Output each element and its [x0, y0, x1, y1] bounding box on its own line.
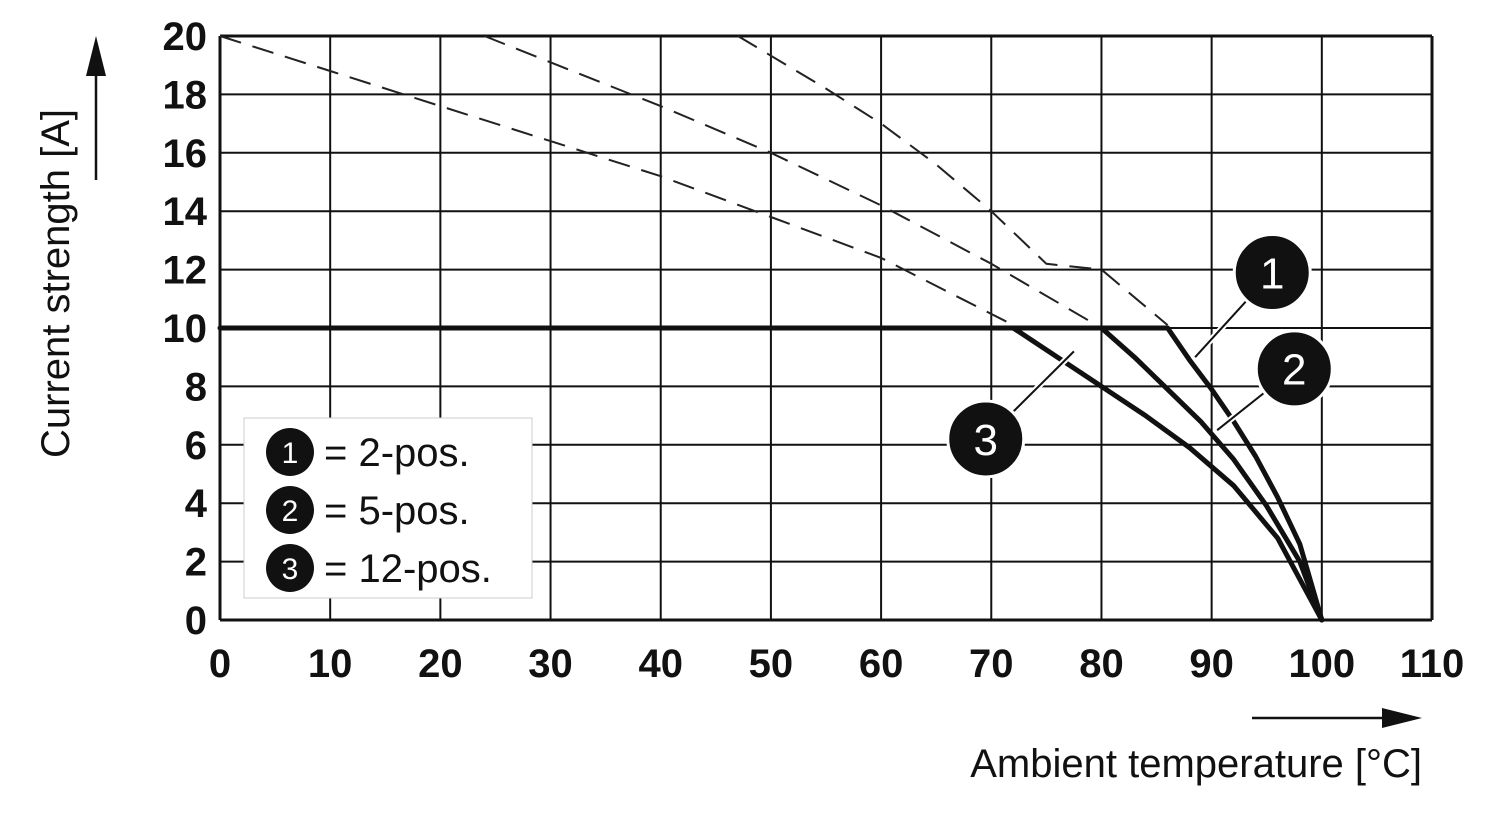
- y-tick-label: 0: [185, 599, 207, 643]
- x-tick-label: 10: [308, 642, 353, 686]
- callout-badge-1-circle: [1232, 233, 1312, 313]
- x-tick-label: 70: [969, 642, 1014, 686]
- legend-badge-3-circle: [266, 544, 314, 592]
- legend-badge-1-number: 1: [282, 437, 299, 470]
- legend-badge-1-circle: [266, 428, 314, 476]
- y-tick-label: 18: [163, 73, 208, 117]
- legend-badge-1: 1: [266, 428, 314, 476]
- y-axis-label: Current strength [A]: [34, 109, 78, 458]
- callout-badge-3-circle: [946, 399, 1026, 479]
- x-tick-label: 110: [1400, 642, 1465, 686]
- y-tick-label: 10: [163, 307, 208, 351]
- legend-badge-2-number: 2: [282, 495, 299, 528]
- y-tick-label: 20: [163, 15, 208, 59]
- legend-label-3: = 12-pos.: [324, 547, 492, 591]
- callout-badge-2-circle: [1254, 329, 1334, 409]
- legend-label-1: = 2-pos.: [324, 431, 470, 475]
- y-tick-label: 8: [185, 365, 207, 409]
- y-tick-label: 14: [163, 190, 208, 234]
- x-tick-label: 60: [859, 642, 904, 686]
- y-axis-arrowhead: [86, 36, 106, 76]
- x-tick-label: 20: [418, 642, 463, 686]
- x-tick-label: 40: [638, 642, 683, 686]
- legend: 1 = 2-pos. 2 = 5-pos. 3 = 12-pos.: [243, 417, 533, 599]
- legend-label-2: = 5-pos.: [324, 489, 470, 533]
- x-tick-label: 100: [1288, 642, 1355, 686]
- legend-badge-3-number: 3: [282, 553, 299, 586]
- x-axis-label: Ambient temperature [°C]: [970, 742, 1422, 786]
- x-tick-label: 90: [1189, 642, 1234, 686]
- legend-badge-3: 3: [266, 544, 314, 592]
- callout-badge-3: 3: [946, 399, 1026, 479]
- y-tick-labels: 0 2 4 6 8 10 12 14 16 18 20: [163, 15, 208, 643]
- x-tick-label: 30: [528, 642, 573, 686]
- x-axis-arrowhead: [1382, 708, 1422, 728]
- callout-badge-2-number: 2: [1282, 346, 1306, 395]
- x-tick-label: 80: [1079, 642, 1124, 686]
- series-2-dashed: [484, 35, 1103, 329]
- y-tick-label: 16: [163, 132, 208, 176]
- series-3-dashed: [219, 35, 1014, 326]
- series-callouts: 1 2 3: [946, 233, 1334, 479]
- legend-badge-2-circle: [266, 486, 314, 534]
- y-tick-label: 2: [185, 541, 207, 585]
- legend-badge-2: 2: [266, 486, 314, 534]
- y-tick-label: 6: [185, 424, 207, 468]
- series-1-dashed: [737, 35, 1169, 326]
- series-1-line: [217, 325, 1325, 623]
- series-2-line: [1099, 325, 1325, 623]
- callout-badge-3-number: 3: [974, 416, 998, 465]
- x-tick-label: 0: [209, 642, 231, 686]
- callout-badge-2: 2: [1254, 329, 1334, 409]
- x-tick-labels: 0 10 20 30 40 50 60 70 80 90 100 110: [209, 642, 1464, 686]
- callout-badge-1-number: 1: [1260, 249, 1284, 298]
- y-tick-label: 4: [185, 482, 208, 526]
- y-tick-label: 12: [163, 249, 208, 293]
- callout-badge-1: 1: [1232, 233, 1312, 313]
- x-tick-label: 50: [749, 642, 794, 686]
